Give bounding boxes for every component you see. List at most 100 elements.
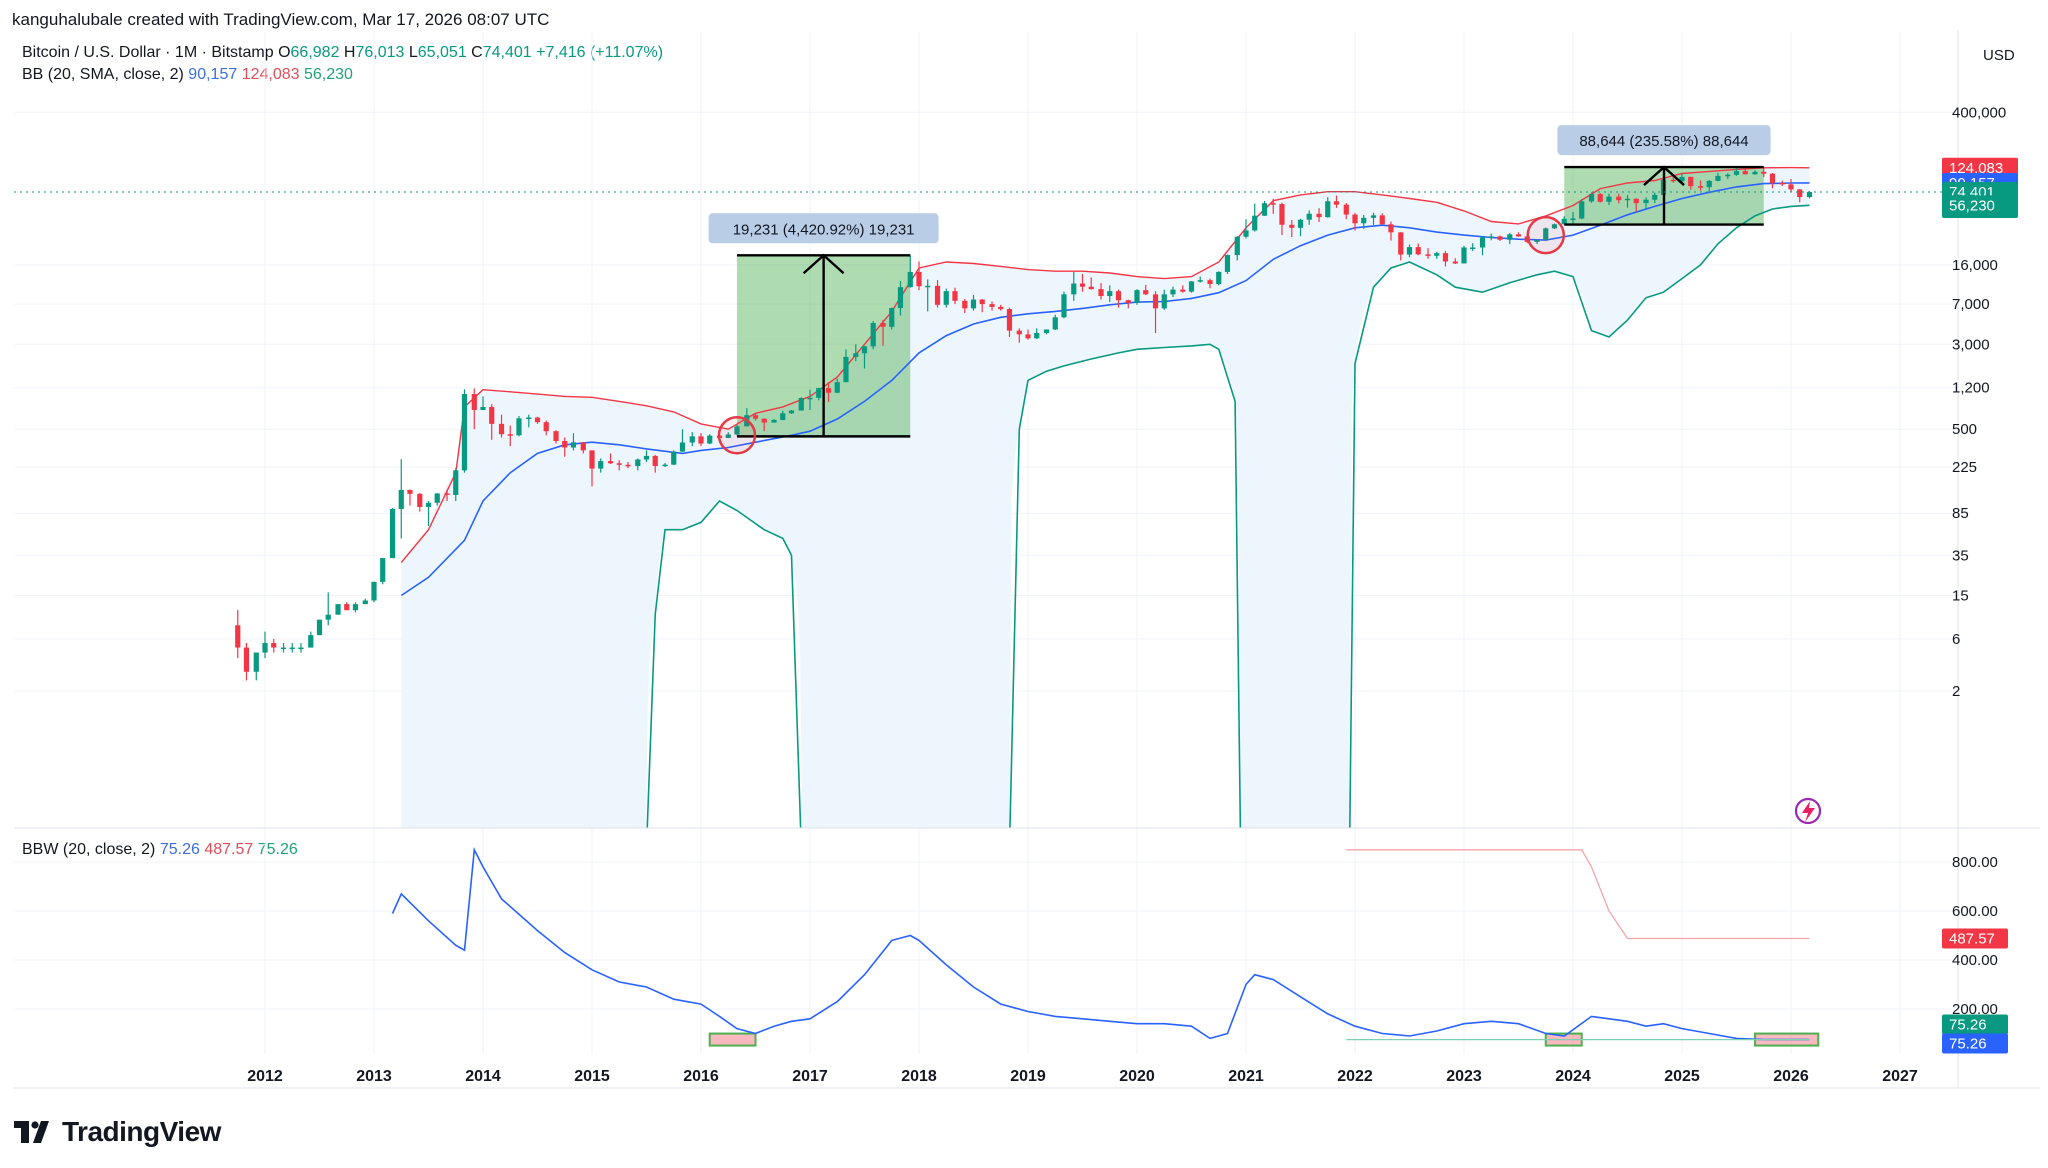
candle-body (1733, 171, 1740, 175)
candle-body (635, 459, 641, 467)
candle-body (543, 422, 549, 432)
candle-body (371, 581, 377, 601)
price-axis-currency: USD (1983, 47, 2015, 64)
candle-body (1679, 176, 1685, 182)
candle-body (1752, 171, 1758, 175)
change-value: +7,416 (+11.07%) (536, 44, 664, 61)
candle-body (1006, 309, 1013, 331)
bb-legend: BB (20, SMA, close, 2) 90,157 124,083 56… (22, 66, 353, 84)
candle-body (662, 464, 668, 467)
candle-body (1588, 194, 1595, 202)
price-axis-tick: 7,000 (1952, 296, 1990, 313)
measure-label: 19,231 (4,420.92%) 19,231 (733, 221, 915, 238)
candle-body (1306, 213, 1312, 220)
candle-body (1415, 247, 1421, 255)
candle-body (1043, 329, 1050, 334)
close-label: C (471, 44, 483, 61)
candle-body (1088, 286, 1094, 290)
candle-body (1079, 283, 1086, 287)
time-axis-tick: 2023 (1446, 1068, 1482, 1085)
candle-body (689, 436, 695, 443)
candle-body (1543, 228, 1549, 241)
candle-body (243, 647, 250, 672)
bbw-axis-tick: 200.00 (1952, 1001, 1998, 1018)
candle-body (780, 413, 786, 420)
bbw-pane (391, 846, 1820, 1047)
candle-body (1633, 198, 1639, 204)
candle-body (843, 356, 849, 383)
candle-body (1243, 230, 1249, 237)
candle-body (943, 291, 949, 305)
candle-body (671, 451, 677, 465)
candle-body (1143, 290, 1149, 295)
candle-body (417, 493, 423, 507)
bbw-series-line (1346, 849, 1810, 940)
candle-body (1497, 236, 1503, 240)
bb-upper-value: 124,083 (241, 66, 300, 83)
candle-body (1425, 254, 1431, 256)
candle-body (1224, 255, 1231, 272)
candle-body (1597, 194, 1603, 202)
candle-body (1579, 201, 1585, 219)
time-axis-tick: 2019 (1010, 1068, 1046, 1085)
tradingview-logo-icon (14, 1121, 49, 1143)
candle-body (1270, 203, 1276, 205)
candle-body (1170, 289, 1176, 295)
price-badge-bg (1942, 157, 2018, 178)
price-axis-tick: 16,000 (1952, 257, 1998, 274)
candle-body (1279, 204, 1285, 225)
candle-body (1725, 174, 1731, 177)
candle-body (1052, 317, 1058, 330)
bbw-legend: BBW (20, close, 2) 75.26 487.57 75.26 (22, 841, 298, 859)
candle-body (752, 415, 759, 419)
candle-body (507, 434, 513, 436)
candle-body (916, 271, 922, 287)
candle-body (1370, 215, 1377, 218)
candle-body (589, 450, 595, 469)
candle-body (979, 299, 985, 305)
time-axis-tick: 2016 (683, 1068, 719, 1085)
time-axis-tick: 2021 (1228, 1068, 1264, 1085)
candle-body (316, 619, 323, 636)
candle-body (1016, 330, 1022, 335)
bbw-label: BBW (20, close, 2) (22, 841, 156, 858)
candle-body (1534, 240, 1540, 242)
high-label: H (343, 44, 356, 61)
candle-body (280, 647, 287, 650)
candle-body (1297, 219, 1304, 228)
measure-label-box (708, 213, 939, 244)
candle-body (534, 417, 541, 423)
candle-body (1515, 234, 1522, 237)
candle-body (598, 461, 604, 469)
candle-body (1398, 232, 1404, 255)
tradingview-wordmark: TradingView (62, 1116, 221, 1147)
candle-body (498, 423, 505, 435)
candle-body (989, 304, 995, 307)
time-axis-tick: 2026 (1773, 1068, 1809, 1085)
candle-body (453, 470, 459, 495)
price-badge: 56,230 (1949, 197, 1995, 214)
bbw-value: 75.26 (159, 841, 200, 858)
candle-body (308, 635, 314, 648)
candle-body (679, 442, 686, 452)
bbw-high-value: 487.57 (204, 841, 254, 858)
candle-body (1670, 179, 1676, 182)
time-axis-tick: 2020 (1119, 1068, 1155, 1085)
candle-body (643, 455, 650, 460)
candle-body (1570, 218, 1576, 220)
candle-body (698, 436, 704, 444)
candle-body (1197, 280, 1203, 282)
highlight-circle (717, 416, 757, 455)
bollinger-lower-line (646, 204, 1810, 828)
candle-body (962, 300, 968, 309)
candle-body (1261, 203, 1268, 216)
candle-body (1470, 247, 1476, 250)
candle-body (707, 435, 713, 444)
candle-body (1616, 196, 1622, 201)
candle-body (853, 353, 859, 357)
candle-body (289, 647, 295, 650)
candle-body (1624, 198, 1631, 201)
bollinger-basis-line (400, 182, 1810, 597)
candle-body (807, 397, 813, 400)
